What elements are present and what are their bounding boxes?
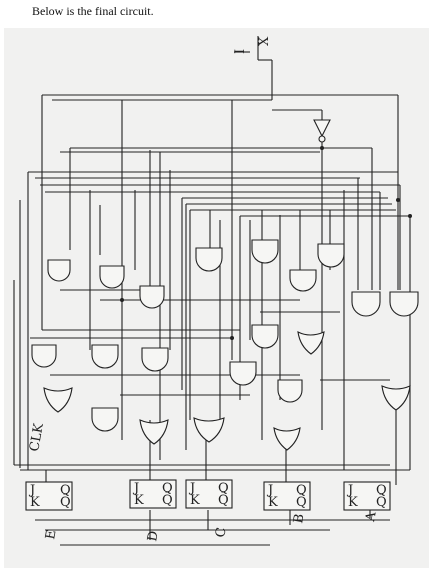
ff-a-pin-q: Q [376,483,387,498]
clock-label: CLK [27,422,47,453]
ff-b-pin-qbar: Q̄ [296,494,307,510]
flip-flop-c-label: C [213,526,230,538]
ff-d-pin-k: K [134,493,144,508]
flip-flop-b-label: B [291,513,307,525]
flip-flop-c [185,479,233,509]
ff-d-pin-qbar: Q̄ [162,492,173,508]
flip-flops [25,479,391,511]
and-gates [31,239,419,432]
junctions [120,146,412,340]
ff-b-pin-k: K [268,495,278,510]
flip-flop-d [129,479,177,509]
ff-d-pin-j: J [132,481,139,496]
flip-flop-a [343,481,391,511]
flip-flop-e-label: E [43,529,59,541]
not-gate [313,119,331,143]
ff-a-pin-qbar: Q̄ [376,494,387,510]
ff-a-pin-k: K [348,495,358,510]
ff-e-pin-j: J [28,483,35,498]
pin-labels: J K Q Q̄ J K Q Q̄ J K Q Q̄ J K Q Q̄ J K … [28,481,387,510]
flip-flop-e [25,481,73,511]
ff-c-pin-j: J [188,481,195,496]
input-labels: X I CLK [27,36,272,453]
flip-flop-d-label: D [145,530,162,543]
ff-c-pin-q: Q [218,481,229,496]
ff-d-pin-q: Q [162,481,173,496]
ff-e-pin-k: K [30,495,40,510]
ff-b-pin-j: J [266,483,273,498]
ff-b-pin-q: Q [296,483,307,498]
caption: Below is the final circuit. [32,4,154,18]
ff-a-pin-j: J [346,483,353,498]
ff-e-pin-qbar: Q̄ [60,494,71,510]
ff-c-pin-k: K [190,493,200,508]
flip-flop-labels: E D C B A [43,510,380,542]
input-i-label: I [233,49,248,54]
ff-c-pin-qbar: Q̄ [218,492,229,508]
flip-flop-b [263,481,311,511]
input-x-label: X [257,36,272,46]
ff-e-pin-q: Q [60,483,71,498]
flip-flop-a-label: A [363,510,380,523]
or-gates [43,331,411,451]
wiring [13,36,411,546]
